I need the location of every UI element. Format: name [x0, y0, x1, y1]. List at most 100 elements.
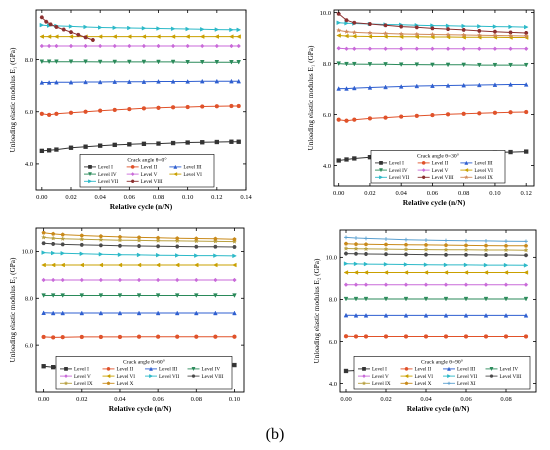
data-point [44, 19, 49, 24]
data-point [156, 26, 161, 31]
data-point [199, 43, 205, 49]
data-point [383, 334, 389, 339]
data-point [60, 293, 66, 298]
data-point [136, 262, 142, 268]
data-point [445, 27, 451, 32]
data-point [508, 62, 513, 68]
data-point [336, 117, 341, 122]
series-level-vi [39, 34, 241, 39]
data-point [352, 117, 357, 122]
legend-entry: Level III [183, 165, 202, 171]
data-point [343, 368, 349, 374]
data-point [343, 261, 349, 266]
data-point [232, 245, 237, 249]
data-point [68, 110, 74, 115]
data-point [477, 29, 482, 33]
y-axis-label: Unloading elastic modulus E₂ (GPa) [9, 257, 17, 362]
legend-swatch-marker [130, 165, 135, 169]
data-point [503, 312, 509, 318]
data-point [353, 270, 359, 275]
y-tick-label: 4.0 [329, 381, 337, 388]
data-point [112, 59, 118, 65]
data-point [423, 246, 429, 252]
data-point [136, 334, 142, 339]
data-point [174, 262, 180, 268]
data-point [46, 112, 52, 118]
x-tick-label: 0.02 [380, 396, 391, 403]
data-point [127, 106, 132, 112]
data-point [363, 296, 369, 302]
x-tick-label: 0.04 [396, 190, 408, 197]
data-point [336, 158, 341, 163]
series-line [345, 248, 527, 251]
x-tick-label: 0.08 [500, 396, 511, 403]
data-point [54, 111, 59, 116]
legend-swatch-marker [447, 374, 452, 379]
data-point [229, 43, 234, 49]
data-point [112, 107, 117, 113]
x-tick-label: 0.12 [211, 194, 222, 201]
y-tick-label: 10.0 [320, 10, 331, 17]
data-point [483, 262, 489, 268]
data-point [523, 334, 529, 339]
data-point [39, 59, 45, 65]
data-point [136, 277, 142, 283]
plot-frame [35, 227, 245, 393]
data-point [445, 83, 451, 88]
data-point [156, 105, 161, 110]
series-level-vii [41, 250, 237, 259]
y-tick-label: 6.0 [25, 109, 33, 116]
data-point [444, 238, 448, 243]
data-point [353, 241, 359, 246]
legend-swatch-marker [173, 172, 178, 177]
legend-swatch-marker [404, 367, 409, 371]
series-level-viii [343, 251, 529, 258]
data-point [213, 253, 218, 258]
data-point [83, 109, 88, 114]
data-point [68, 34, 74, 39]
data-point [398, 84, 404, 89]
data-point [344, 86, 349, 91]
data-point [367, 46, 373, 52]
data-point [185, 34, 190, 39]
data-point [403, 334, 409, 339]
legend-entry: Level II [141, 165, 158, 171]
data-point [175, 253, 180, 258]
data-point [214, 104, 219, 109]
y-tick-label: 6.0 [329, 339, 337, 346]
legend-swatch-marker [148, 366, 154, 371]
data-point [363, 261, 369, 267]
data-point [423, 334, 429, 339]
x-tick-label: 0.06 [427, 190, 439, 197]
data-point [423, 296, 429, 302]
data-point [98, 143, 103, 148]
data-point [445, 112, 451, 117]
data-point [117, 252, 123, 258]
data-point [232, 293, 237, 298]
data-point [523, 312, 529, 318]
data-point [483, 296, 489, 302]
data-point [174, 277, 180, 283]
data-point [461, 82, 466, 88]
x-axis-label: Relative cycle (n/N) [407, 404, 470, 413]
data-point [46, 34, 52, 39]
x-axis-label: Relative cycle (n/N) [403, 198, 466, 207]
data-point [98, 251, 104, 257]
series-line [338, 63, 527, 66]
data-point [476, 32, 483, 38]
x-tick-label: 0.12 [521, 190, 532, 197]
data-point [214, 27, 220, 32]
data-point [343, 334, 349, 339]
data-point [336, 61, 341, 67]
data-point [463, 262, 469, 268]
data-point [60, 310, 66, 316]
series-line [41, 61, 239, 63]
data-point [344, 61, 349, 67]
data-point [127, 59, 132, 65]
data-point [155, 252, 161, 258]
data-point [229, 27, 234, 33]
data-point [194, 244, 199, 249]
data-point [503, 247, 509, 253]
series-level-iii [343, 312, 529, 318]
data-point [185, 26, 191, 32]
